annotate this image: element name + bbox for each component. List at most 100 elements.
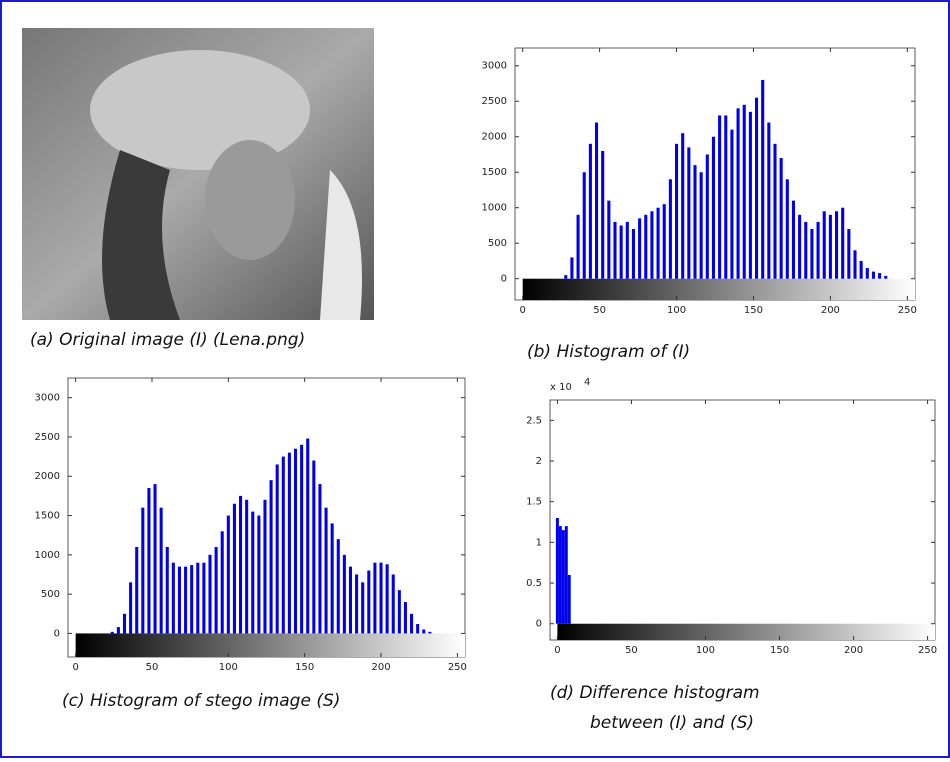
bar [810,229,813,279]
y-tick-label: 0 [501,274,507,285]
y-tick-label: 1 [536,537,542,548]
bar [147,488,150,633]
bar [853,250,856,278]
bar [613,222,616,279]
bar [337,539,340,633]
bar [172,563,175,634]
bar [638,218,641,278]
bar [300,445,303,634]
bar [700,172,703,278]
bar [663,204,666,279]
y-tick-label: 1000 [482,203,507,214]
x-tick-label: 50 [625,645,638,656]
bar [386,564,389,633]
x-tick-label: 50 [146,662,159,673]
bar [416,624,419,633]
bar [245,500,248,634]
bar [773,144,776,279]
bar [349,567,352,634]
x-tick-label: 150 [770,645,789,656]
figure: (a) Original image (I) (Lena.png) (b) Hi… [0,0,950,758]
colorbar [76,633,465,657]
bar [884,276,887,279]
y-tick-label: 2000 [35,471,60,482]
x-tick-label: 200 [821,305,840,316]
bar [135,547,138,633]
bar [644,215,647,279]
caption: (d) Difference histogram [550,683,760,703]
bar [767,123,770,279]
bar [878,273,881,279]
bar [589,144,592,279]
bar [251,512,254,634]
bar [208,555,211,634]
bar [215,547,218,633]
caption: (b) Histogram of (I) [527,342,690,362]
bar [595,123,598,279]
bar [724,115,727,278]
bar [202,563,205,634]
bar [190,565,193,633]
bar [718,115,721,278]
y-tick-label: 0 [54,628,60,639]
bar [761,80,764,279]
bar [681,133,684,279]
y-tick-label: 500 [488,238,507,249]
y-tick-label: 2000 [482,132,507,143]
bar [568,575,571,624]
bar [847,229,850,279]
bar [227,516,230,634]
bar [570,257,573,278]
x-tick-label: 150 [744,305,763,316]
bar [626,222,629,279]
bar [276,464,279,633]
bar [817,222,820,279]
y-tick-label: 3000 [482,61,507,72]
bar [706,154,709,278]
bar [749,112,752,279]
bar [712,137,715,279]
bar [872,272,875,279]
bar [657,208,660,279]
y-tick-label: 2.5 [526,415,542,426]
bar [184,567,187,634]
bar [123,614,126,634]
bar [312,461,315,634]
bar [257,516,260,634]
bar [829,215,832,279]
bar [562,530,565,624]
bar [263,500,266,634]
bar [559,526,562,624]
bar [620,225,623,278]
x-tick-label: 0 [554,645,560,656]
x-tick-label: 200 [371,662,390,673]
x-tick-label: 0 [520,305,526,316]
bar [282,457,285,634]
bar [804,222,807,279]
y-tick-label: 2 [536,456,542,467]
y-tick-label: 0.5 [526,578,542,589]
axis-exponent: 4 [584,377,590,388]
bar [239,496,242,634]
bar [392,574,395,633]
bar [422,629,425,633]
caption: (a) Original image (I) (Lena.png) [30,330,305,350]
x-tick-label: 100 [696,645,715,656]
axis-multiplier: x 10 [550,382,572,393]
bar [823,211,826,278]
bar [565,526,568,624]
y-tick-label: 0 [536,619,542,630]
x-tick-label: 250 [898,305,917,316]
x-tick-label: 100 [667,305,686,316]
lena-image [22,28,374,320]
bar [428,632,431,634]
bar [601,151,604,279]
bar [792,201,795,279]
bar [743,105,746,279]
bar [564,275,567,279]
bar [141,508,144,634]
bar [737,108,740,278]
bar [355,574,358,633]
x-tick-label: 200 [844,645,863,656]
bar [270,480,273,633]
